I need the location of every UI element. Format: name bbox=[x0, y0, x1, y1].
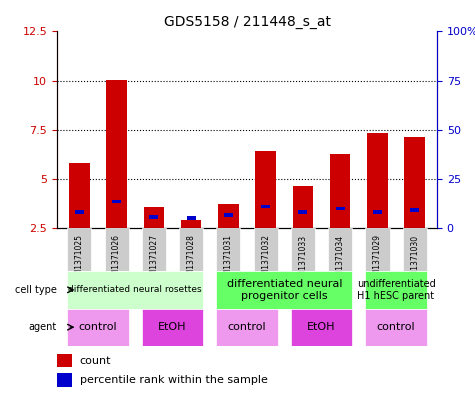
Text: differentiated neural rosettes: differentiated neural rosettes bbox=[68, 285, 202, 294]
Bar bbox=[404, 136, 425, 228]
Bar bbox=[330, 154, 351, 228]
Bar bbox=[181, 220, 201, 228]
Bar bbox=[57, 354, 72, 367]
Title: GDS5158 / 211448_s_at: GDS5158 / 211448_s_at bbox=[163, 15, 331, 29]
Bar bbox=[106, 79, 127, 228]
Text: count: count bbox=[80, 356, 111, 366]
Text: GSM1371032: GSM1371032 bbox=[261, 234, 270, 285]
FancyBboxPatch shape bbox=[179, 228, 203, 271]
Bar bbox=[143, 208, 164, 228]
Bar bbox=[69, 163, 90, 228]
Bar bbox=[112, 200, 121, 203]
FancyBboxPatch shape bbox=[216, 228, 240, 271]
Text: GSM1371027: GSM1371027 bbox=[149, 234, 158, 285]
Bar bbox=[335, 206, 345, 210]
FancyBboxPatch shape bbox=[216, 271, 352, 309]
Text: GSM1371028: GSM1371028 bbox=[187, 234, 196, 285]
Bar bbox=[224, 213, 233, 217]
Bar bbox=[256, 151, 276, 228]
Text: GSM1371030: GSM1371030 bbox=[410, 234, 419, 286]
Text: EtOH: EtOH bbox=[158, 322, 187, 332]
FancyBboxPatch shape bbox=[67, 309, 129, 346]
Bar bbox=[367, 133, 388, 228]
Text: GSM1371026: GSM1371026 bbox=[112, 234, 121, 285]
Text: undifferentiated
H1 hESC parent: undifferentiated H1 hESC parent bbox=[357, 279, 436, 301]
Text: cell type: cell type bbox=[15, 285, 57, 295]
Bar bbox=[75, 210, 84, 214]
Bar bbox=[149, 215, 159, 219]
FancyBboxPatch shape bbox=[402, 228, 427, 271]
FancyBboxPatch shape bbox=[365, 309, 427, 346]
Bar bbox=[410, 208, 419, 212]
FancyBboxPatch shape bbox=[254, 228, 278, 271]
FancyBboxPatch shape bbox=[104, 228, 129, 271]
Bar bbox=[187, 216, 196, 220]
Bar bbox=[373, 210, 382, 214]
Bar bbox=[218, 204, 238, 228]
FancyBboxPatch shape bbox=[291, 309, 352, 346]
Text: GSM1371029: GSM1371029 bbox=[373, 234, 382, 285]
Text: differentiated neural
progenitor cells: differentiated neural progenitor cells bbox=[227, 279, 342, 301]
Text: percentile rank within the sample: percentile rank within the sample bbox=[80, 375, 268, 386]
FancyBboxPatch shape bbox=[67, 228, 92, 271]
Text: agent: agent bbox=[29, 322, 57, 332]
Text: control: control bbox=[377, 322, 415, 332]
FancyBboxPatch shape bbox=[328, 228, 352, 271]
Text: GSM1371033: GSM1371033 bbox=[298, 234, 307, 286]
Text: control: control bbox=[79, 322, 117, 332]
FancyBboxPatch shape bbox=[365, 271, 427, 309]
Text: GSM1371034: GSM1371034 bbox=[336, 234, 345, 286]
Bar bbox=[261, 204, 270, 208]
FancyBboxPatch shape bbox=[142, 309, 203, 346]
FancyBboxPatch shape bbox=[142, 228, 166, 271]
Text: EtOH: EtOH bbox=[307, 322, 336, 332]
Text: GSM1371031: GSM1371031 bbox=[224, 234, 233, 285]
Text: control: control bbox=[228, 322, 266, 332]
Bar bbox=[293, 185, 313, 228]
FancyBboxPatch shape bbox=[67, 271, 203, 309]
FancyBboxPatch shape bbox=[365, 228, 390, 271]
Bar bbox=[298, 210, 307, 214]
FancyBboxPatch shape bbox=[291, 228, 315, 271]
Text: GSM1371025: GSM1371025 bbox=[75, 234, 84, 285]
Bar bbox=[57, 373, 72, 387]
FancyBboxPatch shape bbox=[216, 309, 278, 346]
